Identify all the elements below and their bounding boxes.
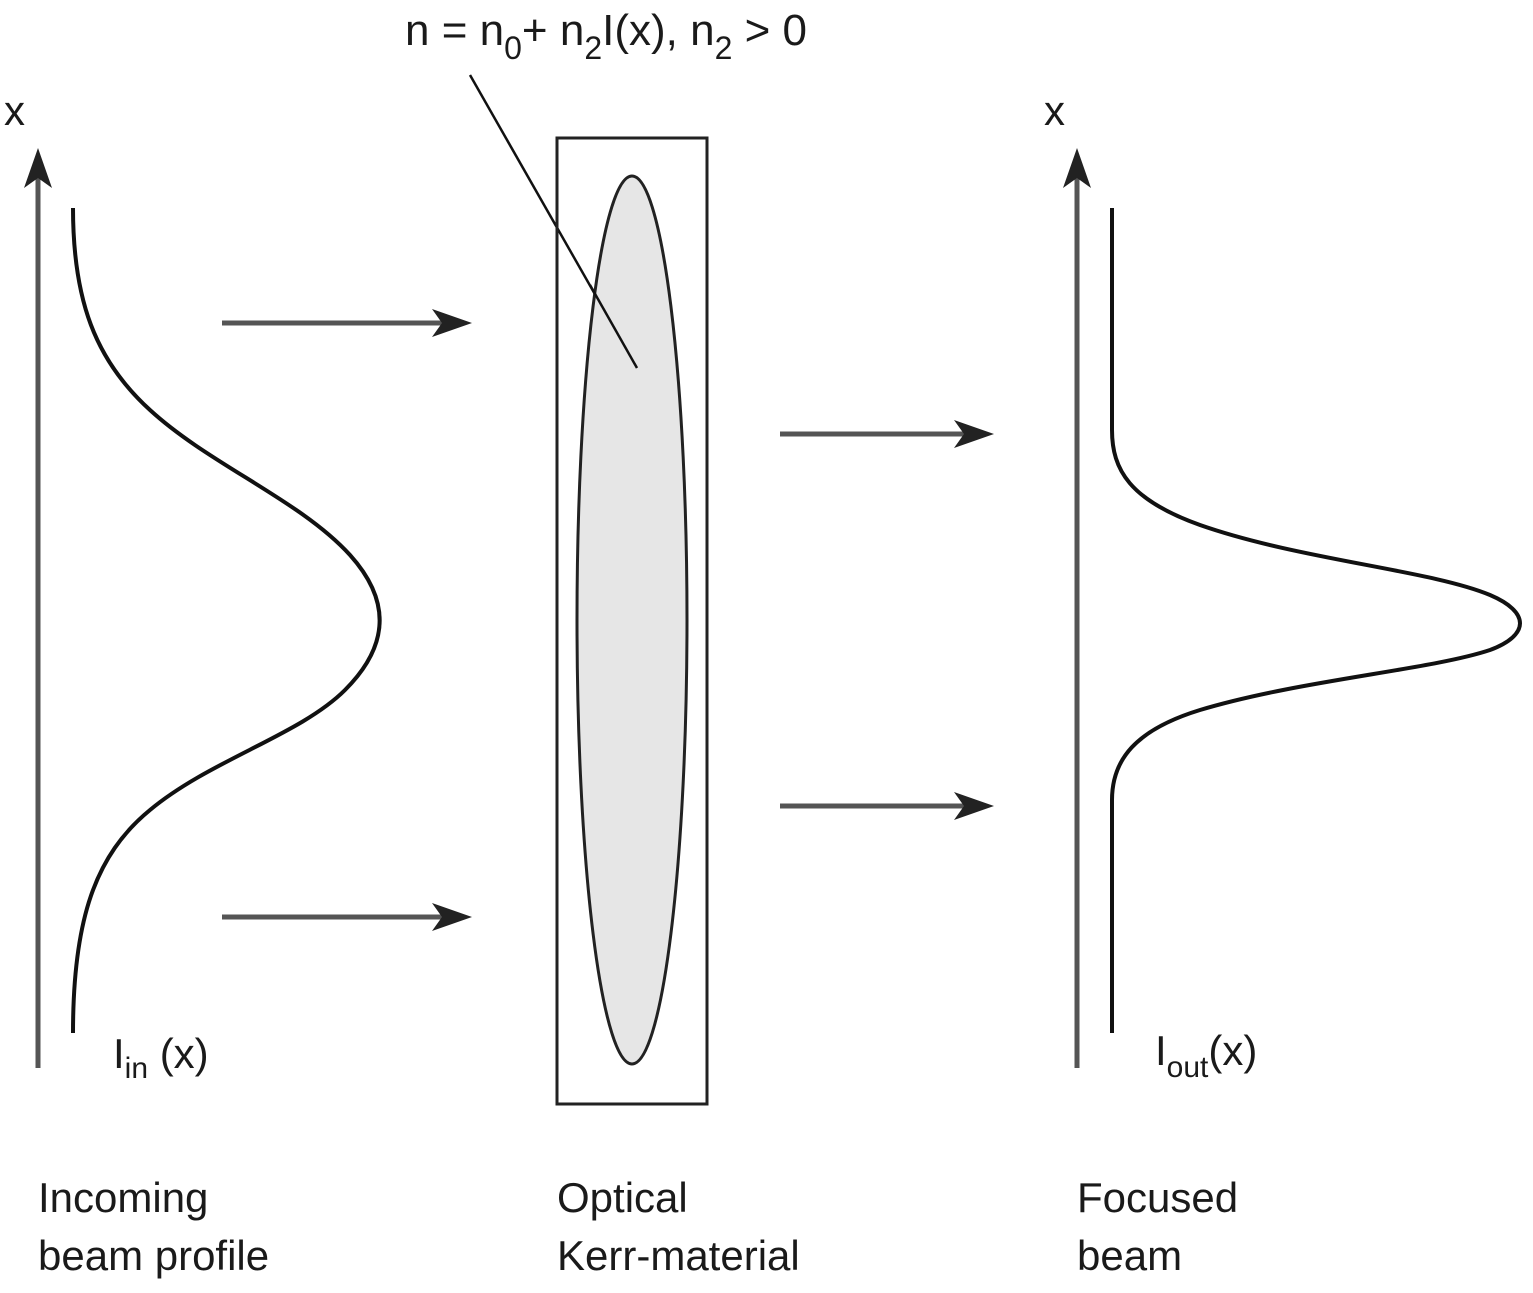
material-caption: Optical Kerr-material: [557, 1174, 800, 1279]
right-arrow-icon: [222, 309, 472, 337]
right-arrow-icon: [780, 420, 994, 448]
focused-caption-line1: Focused: [1077, 1174, 1238, 1221]
right-arrow-icon: [222, 903, 472, 931]
formula-intensity: I(x),: [602, 6, 690, 55]
formula-n2b-base: n: [690, 6, 714, 55]
formula-n0-sub: 0: [504, 30, 522, 66]
incoming-caption: Incoming beam profile: [38, 1174, 269, 1279]
left-axis-label: x: [4, 87, 25, 134]
focused-caption: Focused beam: [1077, 1174, 1250, 1279]
material-caption-line1: Optical: [557, 1174, 688, 1221]
outgoing-bottom-arrowhead: [954, 792, 994, 820]
incoming-intensity-label: Iin (x): [113, 1030, 209, 1085]
incoming-intensity-sub: in: [125, 1052, 148, 1085]
kerr-material-block: [555, 136, 709, 1106]
kerr-lens-ellipse: [575, 174, 689, 1066]
focused-caption-line2: beam: [1077, 1232, 1182, 1279]
formula-gt-zero: > 0: [732, 6, 807, 55]
formula-leader-line-inner: [588, 284, 639, 369]
right-axis-label: x: [1044, 87, 1065, 134]
incoming-bottom-arrowhead: [432, 903, 472, 931]
formula-n2-base: n: [560, 6, 584, 55]
incoming-top-arrowhead: [432, 309, 472, 337]
incoming-intensity-arg: (x): [148, 1030, 209, 1077]
focused-intensity-label: Iout(x): [1155, 1027, 1257, 1084]
incoming-caption-line2: beam profile: [38, 1232, 269, 1279]
formula-n2-sub: 2: [584, 30, 602, 66]
material-caption-line2: Kerr-material: [557, 1232, 800, 1279]
right-arrow-icon: [780, 792, 994, 820]
left-axis-arrow-icon: [24, 148, 52, 188]
focused-intensity-base: I: [1155, 1027, 1167, 1074]
focused-intensity-sub: out: [1167, 1051, 1209, 1084]
incoming-intensity-base: I: [113, 1030, 125, 1077]
formula-equals: =: [429, 6, 479, 55]
incoming-beam-curve: [71, 207, 382, 1034]
formula-n2b-sub: 2: [715, 30, 733, 66]
incoming-caption-line1: Incoming: [38, 1174, 208, 1221]
outgoing-top-arrowhead: [954, 420, 994, 448]
focused-beam-curve: [1110, 208, 1522, 1033]
right-axis-arrow-icon: [1063, 148, 1091, 188]
focused-intensity-arg: (x): [1208, 1027, 1257, 1074]
formula-label: n = n0+ n2I(x), n2 > 0: [405, 6, 807, 66]
formula-n0-base: n: [480, 6, 504, 55]
formula-plus: +: [522, 6, 560, 55]
formula-n: n: [405, 6, 429, 55]
